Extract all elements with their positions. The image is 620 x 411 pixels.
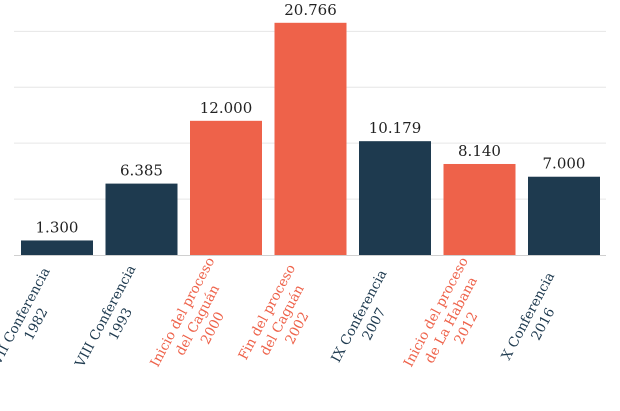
bars	[21, 22, 600, 256]
value-label: 8.140	[458, 142, 501, 160]
category-label-text: VIII Conferencia1993	[72, 262, 155, 378]
category-label-text: VII Conferencia1982	[0, 265, 69, 377]
value-label: 7.000	[543, 155, 586, 173]
value-label: 6.385	[120, 162, 163, 180]
bar	[274, 22, 347, 255]
bar	[21, 240, 93, 255]
bar	[443, 163, 516, 255]
category-label: Inicio del procesodel Caguán2000	[147, 255, 248, 386]
bar	[105, 183, 178, 255]
category-labels: VII Conferencia1982 VIII Conferencia1993 I…	[0, 255, 573, 386]
bar	[359, 141, 431, 255]
value-label: 12.000	[200, 99, 253, 117]
category-label-text: Inicio del procesode La Habana2012	[401, 255, 502, 386]
category-label: Fin del procesodel Caguán2002	[235, 262, 329, 379]
bar	[190, 120, 262, 256]
category-label-text: Inicio del procesodel Caguán2000	[147, 255, 248, 386]
category-label-text: IX Conferencia2007	[328, 267, 405, 373]
category-label: IX Conferencia2007	[328, 267, 405, 373]
category-label: Inicio del procesode La Habana2012	[401, 255, 502, 386]
bar	[528, 176, 600, 255]
value-label: 1.300	[36, 218, 79, 236]
category-label: X Conferencia2016	[498, 270, 573, 371]
category-label-text: Fin del procesodel Caguán2002	[235, 262, 329, 379]
category-label-text: X Conferencia2016	[498, 270, 573, 371]
value-label: 10.179	[369, 119, 422, 137]
category-label: VII Conferencia1982	[0, 265, 69, 377]
value-label: 20.766	[284, 1, 337, 19]
value-labels: 1.300 6.385 12.000 20.766 10.179 8.140 7.000	[36, 1, 586, 237]
category-label: VIII Conferencia1993	[72, 262, 155, 378]
